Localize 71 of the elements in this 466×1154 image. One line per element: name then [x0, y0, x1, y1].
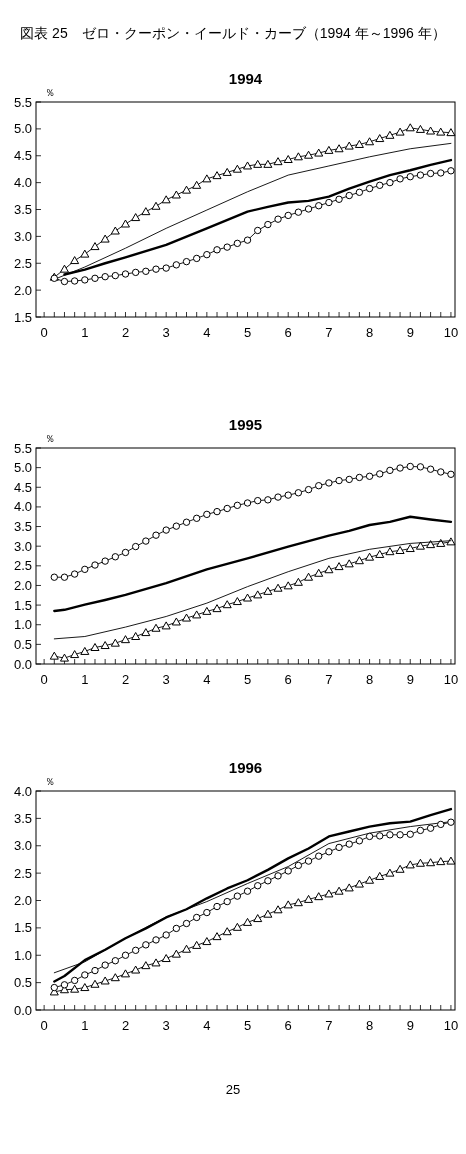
x-tick-label: 10 — [443, 1018, 459, 1033]
x-tick-label: 0 — [40, 672, 48, 687]
y-tick-label: 4.0 — [13, 783, 32, 799]
x-tick-label: 3 — [162, 325, 170, 340]
y-tick-label: 1.5 — [13, 597, 32, 613]
x-tick-label: 8 — [365, 672, 374, 687]
y-tick-label: 2.0 — [13, 577, 32, 593]
y-tick-label: 5.0 — [13, 460, 32, 476]
y-tick-label: 0.5 — [13, 975, 32, 991]
y-tick-label: 4.5 — [13, 479, 32, 495]
y-tick-label: 2.5 — [13, 558, 32, 574]
x-tick-label: 10 — [443, 325, 459, 340]
x-tick-label: 6 — [284, 325, 292, 340]
x-tick-label: 5 — [243, 325, 252, 340]
x-tick-label: 1 — [81, 1018, 89, 1033]
y-tick-label: 4.0 — [13, 499, 32, 515]
y-tick-label: 0.0 — [13, 1002, 32, 1018]
x-tick-label: 10 — [443, 672, 459, 687]
x-tick-label: 3 — [162, 672, 170, 687]
x-tick-label: 7 — [325, 1018, 333, 1033]
x-tick-label: 1 — [81, 672, 89, 687]
x-tick-label: 9 — [406, 1018, 414, 1033]
y-tick-label: 3.5 — [13, 202, 32, 217]
y-tick-label: 3.0 — [13, 838, 32, 854]
y-tick-label: 5.5 — [13, 440, 32, 456]
x-tick-label: 0 — [40, 1018, 48, 1033]
y-tick-label: 2.5 — [13, 255, 32, 271]
chart-title: 1995 — [228, 416, 263, 433]
y-tick-label: 5.0 — [13, 121, 32, 137]
y-tick-label: 2.5 — [13, 865, 32, 881]
x-tick-label: 7 — [325, 672, 333, 687]
x-tick-label: 5 — [243, 1018, 252, 1033]
x-tick-label: 4 — [203, 325, 211, 340]
x-tick-label: 5 — [243, 672, 252, 687]
x-tick-label: 3 — [162, 1018, 170, 1033]
chart-title: 1996 — [228, 759, 263, 776]
x-tick-label: 0 — [40, 325, 48, 340]
y-tick-label: 4.0 — [13, 175, 32, 191]
y-tick-label: 1.0 — [13, 617, 32, 633]
y-tick-label: 3.0 — [13, 228, 32, 244]
x-tick-label: 8 — [365, 325, 374, 340]
chart-title: 1994 — [228, 70, 263, 87]
x-tick-label: 2 — [121, 325, 130, 340]
y-tick-label: 0.0 — [13, 656, 32, 672]
x-tick-label: 2 — [121, 1018, 130, 1033]
x-tick-label: 2 — [121, 672, 130, 687]
x-tick-label: 1 — [81, 325, 89, 340]
y-tick-label: 2.0 — [13, 282, 32, 298]
y-axis-title: ％ — [45, 87, 55, 98]
text: 25 — [225, 1082, 241, 1097]
x-tick-label: 9 — [406, 672, 414, 687]
y-axis-title: ％ — [45, 433, 55, 444]
y-tick-label: 4.5 — [13, 148, 32, 164]
x-tick-label: 6 — [284, 1018, 292, 1033]
y-tick-label: 1.0 — [13, 947, 32, 963]
x-tick-label: 9 — [406, 325, 414, 340]
x-tick-label: 4 — [203, 1018, 211, 1033]
y-tick-label: 3.5 — [13, 519, 32, 535]
text: 図表 25 ゼロ・クーポン・イールド・カーブ（1994 年～1996 年） — [20, 25, 446, 41]
y-axis-title: ％ — [45, 776, 55, 787]
y-tick-label: 1.5 — [13, 920, 32, 936]
y-tick-label: 3.5 — [13, 810, 32, 826]
x-tick-label: 7 — [325, 325, 333, 340]
y-tick-label: 0.5 — [13, 636, 32, 652]
y-tick-label: 3.0 — [13, 538, 32, 554]
x-tick-label: 6 — [284, 672, 292, 687]
y-tick-label: 5.5 — [13, 94, 32, 110]
x-tick-label: 8 — [365, 1018, 374, 1033]
y-tick-label: 1.5 — [13, 309, 32, 325]
x-tick-label: 4 — [203, 672, 211, 687]
y-tick-label: 2.0 — [13, 893, 32, 908]
